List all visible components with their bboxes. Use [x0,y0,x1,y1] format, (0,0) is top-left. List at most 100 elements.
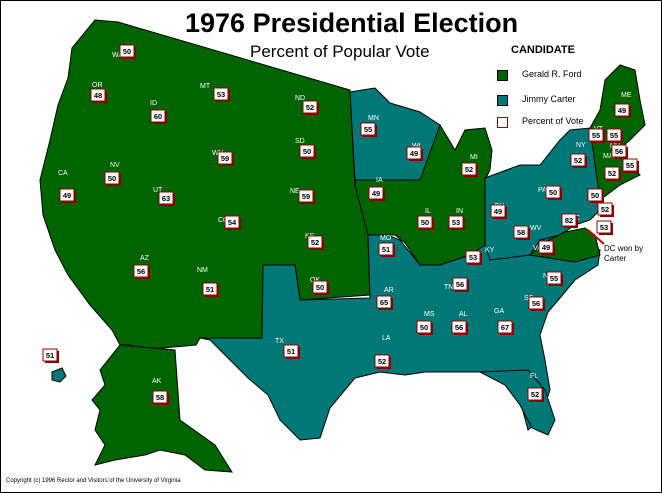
percent-value-mn: 55 [364,125,372,134]
state-label-ri: RI [647,165,654,172]
state-label-nv: NV [110,162,120,169]
percent-badge-ct: 52 [604,166,621,181]
state-label-in: IN [456,208,463,215]
percent-value-mt: 53 [217,90,225,99]
percent-value-sc: 56 [532,299,540,308]
percent-badge-il: 50 [417,215,434,230]
state-label-ia: IA [376,177,383,184]
state-label-mo: MO [380,235,392,242]
percent-badge-de: 52 [597,202,614,217]
dc-note: DC won by Carter [604,244,643,264]
percent-value-sd: 50 [303,147,311,156]
ford-region-alaska [91,344,233,473]
percent-value-wv: 58 [517,228,525,237]
percent-value-ut: 63 [162,194,170,203]
percent-value-co: 54 [228,218,237,227]
percent-value-ak: 58 [156,393,164,402]
percent-value-wa: 50 [123,47,131,56]
percent-value-wy: 59 [221,154,229,163]
state-label-ny: NY [576,142,586,149]
state-label-tn: TN [444,284,453,291]
state-label-mn: MN [368,115,379,122]
percent-badge-ut: 63 [158,191,175,206]
state-label-md: MD [618,227,629,234]
percent-badge-in: 53 [448,215,465,230]
state-label-mt: MT [200,83,211,90]
state-label-pa: PA [538,187,547,194]
percent-badge-ny: 52 [570,153,587,168]
percent-badge-co: 54 [224,215,241,230]
percent-badge-al: 56 [451,320,468,335]
percent-badge-nh: 55 [606,128,623,143]
percent-badge-wi: 49 [406,146,423,161]
percent-badge-nv: 50 [104,171,121,186]
percent-badge-ms: 50 [416,320,433,335]
percent-value-ga: 67 [501,323,509,332]
percent-badge-ne: 59 [298,189,315,204]
percent-value-ok: 50 [316,283,324,292]
percent-value-ia: 49 [372,189,380,198]
percent-swatch [497,117,508,128]
ford-swatch [497,70,508,81]
percent-value-il: 50 [421,218,429,227]
state-label-me: ME [621,92,632,99]
percent-value-nc: 55 [550,274,558,283]
percent-value-mi: 52 [465,165,473,174]
percent-value-id: 60 [154,112,162,121]
percent-badge-nm: 51 [202,282,219,297]
percent-badge-ar: 65 [376,295,393,310]
percent-value-in: 53 [452,218,460,227]
state-label-nj: NJ [610,194,619,201]
carter-region-hawaii [51,367,67,383]
percent-badge-wa: 50 [119,44,136,59]
state-label-fl: FL [530,373,538,380]
percent-badge-oh: 49 [490,204,507,219]
percent-value-ny: 52 [574,156,582,165]
percent-value-ne: 59 [302,192,310,201]
legend-label-percent: Percent of Vote [522,116,584,126]
percent-badge-dc: 82 [561,213,578,228]
state-label-sd: SD [295,138,305,145]
state-label-mi: MI [470,154,478,161]
percent-value-la: 52 [378,357,386,366]
percent-badge-nc: 55 [546,271,563,286]
percent-badge-ga: 67 [497,320,514,335]
percent-value-ks: 52 [311,238,319,247]
state-label-ms: MS [424,311,435,318]
percent-value-nd: 52 [306,103,314,112]
state-label-nd: ND [295,95,305,102]
percent-value-nj: 50 [591,191,599,200]
percent-badge-ma: 56 [611,144,628,159]
percent-badge-nd: 52 [302,100,319,115]
percent-badge-id: 60 [150,109,167,124]
percent-badge-ks: 52 [307,235,324,250]
percent-value-or: 48 [94,91,102,100]
percent-badge-ak: 58 [152,390,169,405]
percent-value-ar: 65 [380,298,388,307]
legend-label-carter: Jimmy Carter [522,94,576,104]
percent-badge-ri: 55 [622,158,639,173]
percent-value-vt: 55 [592,131,600,140]
state-label-ga: GA [494,308,504,315]
state-label-va: VA [533,245,542,252]
percent-value-ct: 52 [608,169,616,178]
state-label-al: AL [459,311,468,318]
percent-value-al: 56 [455,323,463,332]
percent-value-md: 53 [600,223,608,232]
percent-value-oh: 49 [494,207,502,216]
percent-badge-va: 49 [538,240,555,255]
state-label-id: ID [150,100,157,107]
percent-value-mo: 51 [382,245,390,254]
percent-value-nm: 51 [206,285,214,294]
legend-label-ford: Gerald R. Ford [522,69,582,79]
percent-badge-ky: 53 [465,250,482,265]
percent-value-me: 49 [618,106,626,115]
percent-value-wi: 49 [410,149,418,158]
percent-badge-sc: 56 [528,296,545,311]
percent-badge-mt: 53 [213,87,230,102]
percent-badge-az: 56 [133,264,150,279]
state-label-ky: KY [485,247,495,254]
percent-badge-ca: 49 [59,188,76,203]
percent-badge-me: 49 [614,103,631,118]
state-label-hi: HI [64,352,71,359]
